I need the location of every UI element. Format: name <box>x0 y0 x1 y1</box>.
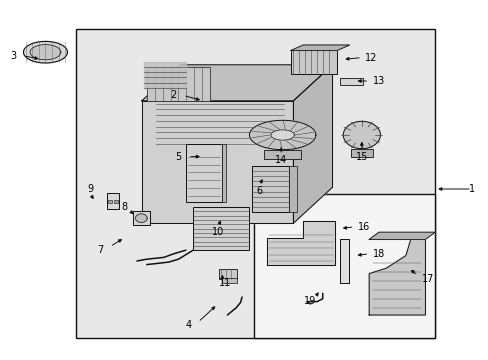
Polygon shape <box>144 62 185 67</box>
Bar <box>114 200 118 203</box>
Text: 10: 10 <box>211 227 224 237</box>
Polygon shape <box>144 67 185 72</box>
Bar <box>350 149 372 157</box>
Polygon shape <box>30 45 61 60</box>
Bar <box>254 194 434 338</box>
Bar <box>76 29 434 338</box>
Bar <box>222 144 226 202</box>
Text: 12: 12 <box>365 53 377 63</box>
Text: 9: 9 <box>87 184 93 194</box>
Text: 5: 5 <box>175 152 181 162</box>
Bar <box>133 211 149 225</box>
Bar <box>106 193 119 209</box>
Polygon shape <box>144 78 185 83</box>
Text: 18: 18 <box>372 249 385 259</box>
Text: 16: 16 <box>357 222 370 232</box>
Text: 17: 17 <box>421 274 433 284</box>
Bar <box>264 150 301 159</box>
Text: 1: 1 <box>468 184 474 194</box>
Text: 15: 15 <box>355 152 367 162</box>
Bar <box>288 166 297 212</box>
Polygon shape <box>266 221 334 265</box>
Polygon shape <box>293 65 332 223</box>
Text: 7: 7 <box>97 245 103 255</box>
Text: 6: 6 <box>256 186 262 196</box>
Bar <box>339 78 363 85</box>
Text: 14: 14 <box>274 155 287 165</box>
Polygon shape <box>343 121 380 149</box>
Polygon shape <box>135 214 147 222</box>
Polygon shape <box>142 65 332 101</box>
Text: 11: 11 <box>218 278 231 288</box>
Bar <box>108 200 112 203</box>
Bar <box>185 144 222 202</box>
Polygon shape <box>249 120 315 150</box>
Polygon shape <box>290 45 349 50</box>
Polygon shape <box>368 232 434 239</box>
Polygon shape <box>144 73 185 77</box>
Bar <box>222 278 237 283</box>
Bar <box>339 239 348 283</box>
Bar <box>251 166 288 212</box>
Polygon shape <box>368 239 425 315</box>
Text: 3: 3 <box>11 51 17 61</box>
Text: 19: 19 <box>304 296 316 306</box>
Bar <box>218 269 237 279</box>
Text: 2: 2 <box>170 90 176 100</box>
Bar <box>193 207 249 250</box>
Polygon shape <box>23 41 67 63</box>
Bar <box>146 67 210 101</box>
Bar <box>290 50 337 74</box>
Polygon shape <box>142 101 293 223</box>
Text: 8: 8 <box>122 202 127 212</box>
Text: 13: 13 <box>372 76 385 86</box>
Text: 4: 4 <box>185 320 191 330</box>
Polygon shape <box>144 84 185 88</box>
Polygon shape <box>270 130 294 140</box>
